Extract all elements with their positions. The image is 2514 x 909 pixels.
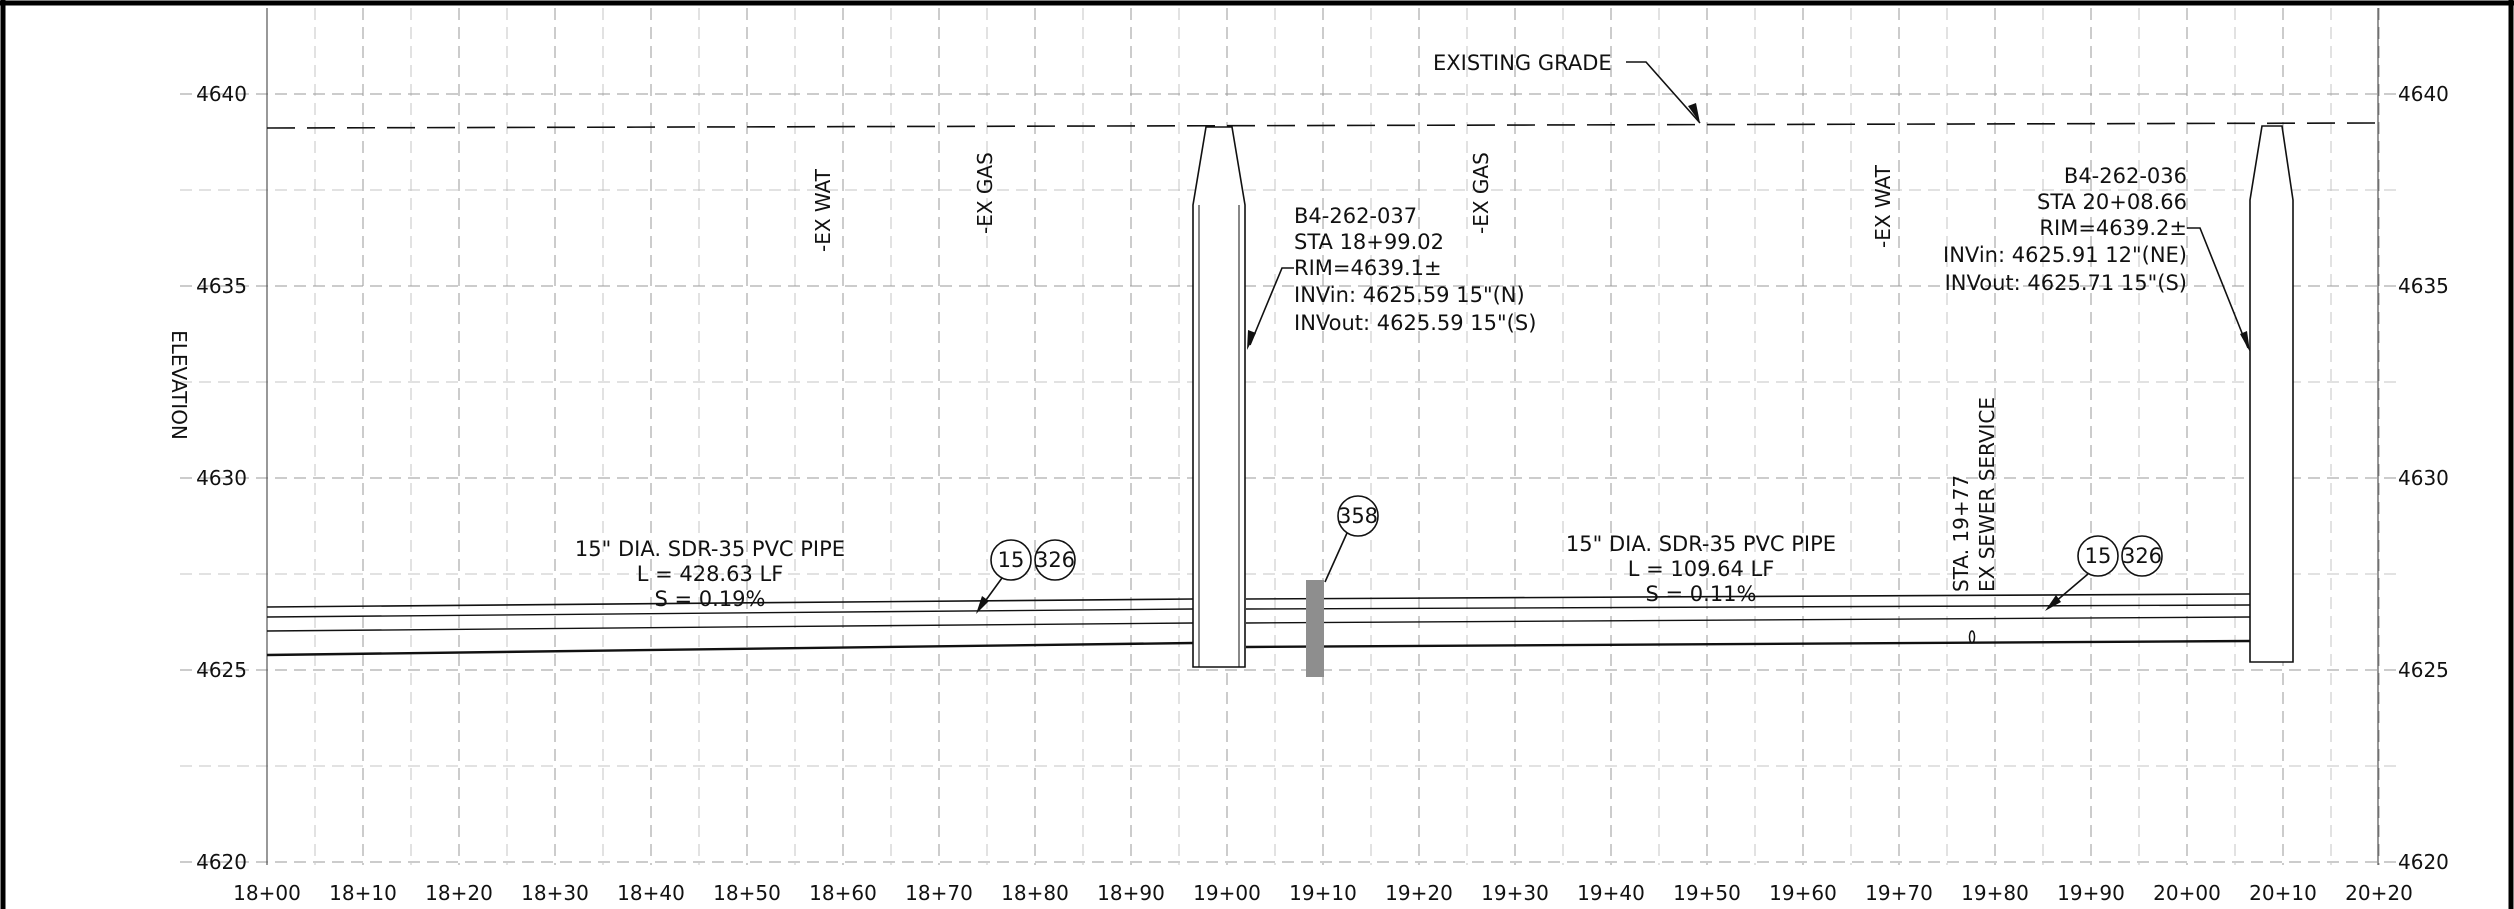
elevation-label-right: 4640 (2398, 82, 2449, 106)
mh1-inv-in: INVin: 4625.59 15"(N) (1294, 283, 1525, 307)
ex-gas-label-1: -EX GAS (973, 152, 997, 234)
mh2-inv-in: INVin: 4625.91 12"(NE) (1943, 243, 2187, 267)
station-label: 18+10 (329, 881, 397, 905)
elevation-labels-right: 4620 4625 4630 4635 4640 (2398, 82, 2449, 874)
pipe-2-slope: S = 0.11% (1646, 582, 1757, 606)
grid (180, 8, 2400, 865)
station-label: 18+80 (1001, 881, 1069, 905)
station-label: 19+60 (1769, 881, 1837, 905)
station-label: 19+50 (1673, 881, 1741, 905)
mh1-id: B4-262-037 (1294, 204, 1417, 228)
keynote-pipe2-a: 15 (2085, 544, 2112, 568)
sewer-service-sta: STA. 19+77 (1949, 475, 1973, 592)
keynote-bubble-pipe2-a (2077, 535, 2119, 577)
manhole-2 (2249, 125, 2294, 663)
keynote-pipe2-arrow (2045, 595, 2061, 611)
station-label: 18+70 (905, 881, 973, 905)
sewer-service-marker (1968, 630, 1976, 644)
keynote-bubble-pipe1-a (990, 539, 1032, 581)
existing-grade-leader (1626, 61, 1701, 124)
elevation-label-right: 4635 (2398, 274, 2449, 298)
pipe-2-bottom-inner (1245, 616, 2251, 624)
keynote-bubble-crossing (1337, 495, 1379, 537)
station-label: 20+20 (2345, 881, 2413, 905)
keynote-crossing-leader (1324, 532, 1348, 583)
elevation-label-left: 4620 (196, 850, 247, 874)
mh2-arrow (2240, 331, 2250, 352)
station-label: 18+50 (713, 881, 781, 905)
station-label: 18+90 (1097, 881, 1165, 905)
elevation-label-left: 4640 (196, 82, 247, 106)
mh2-inv-out: INVout: 4625.71 15"(S) (1945, 271, 2187, 295)
mh1-arrow (1247, 330, 1256, 350)
station-label: 20+10 (2249, 881, 2317, 905)
manhole-1-inner (1198, 205, 1240, 667)
sewer-service-label: EX SEWER SERVICE (1975, 397, 1999, 592)
station-label: 18+40 (617, 881, 685, 905)
station-label: 20+00 (2153, 881, 2221, 905)
mh1-station: STA 18+99.02 (1294, 230, 1444, 254)
ex-water-label-2: -EX WAT (1871, 164, 1895, 248)
station-label: 19+80 (1961, 881, 2029, 905)
station-label: 18+20 (425, 881, 493, 905)
station-label: 18+30 (521, 881, 589, 905)
pipe-2-top-inner (1245, 604, 2251, 610)
existing-grade-label: EXISTING GRADE (1433, 51, 1612, 75)
pipe-1-top-inner (266, 608, 1194, 618)
keynote-crossing: 358 (1338, 504, 1378, 528)
existing-grade-arrow (1688, 103, 1700, 123)
utility-crossing-block (1306, 580, 1324, 677)
ex-gas-label-2: -EX GAS (1469, 152, 1493, 234)
elevation-label-right: 4630 (2398, 466, 2449, 490)
station-label: 19+20 (1385, 881, 1453, 905)
pipe-1-bottom-inner (266, 622, 1194, 632)
mh2-id: B4-262-036 (2064, 164, 2187, 188)
pipe-1-top-outer (266, 598, 1194, 608)
station-label: 19+10 (1289, 881, 1357, 905)
pipe-2-length: L = 109.64 LF (1628, 557, 1775, 581)
elevation-label-right: 4625 (2398, 658, 2449, 682)
mh1-rim: RIM=4639.1± (1294, 256, 1442, 280)
elevation-label-left: 4630 (196, 466, 247, 490)
pipe-2-bottom-outer (1245, 639, 2251, 649)
mh1-leader (1249, 267, 1294, 346)
elevation-label-right: 4620 (2398, 850, 2449, 874)
pipe-1-slope: S = 0.19% (655, 587, 766, 611)
pipe-2-description: 15" DIA. SDR-35 PVC PIPE (1566, 532, 1836, 556)
keynote-pipe2-b: 326 (2122, 544, 2162, 568)
keynote-bubble-pipe1-b (1034, 539, 1076, 581)
station-label: 19+70 (1865, 881, 1933, 905)
keynote-pipe1-b: 326 (1035, 548, 1075, 572)
mh1-inv-out: INVout: 4625.59 15"(S) (1294, 311, 1536, 335)
pipe-1-length: L = 428.63 LF (637, 562, 784, 586)
pipe-1-bottom-outer (266, 641, 1194, 657)
ex-water-label-1: -EX WAT (811, 168, 835, 252)
station-label: 19+30 (1481, 881, 1549, 905)
keynote-bubble-pipe2-b (2121, 535, 2163, 577)
manhole-1 (1192, 126, 1246, 668)
elevation-labels-left: 4620 4625 4630 4635 4640 (196, 82, 247, 874)
station-label: 19+00 (1193, 881, 1261, 905)
station-labels: 18+00 18+10 18+20 18+30 18+40 18+50 18+60 18+70… (233, 881, 2413, 905)
pipe-1-description: 15" DIA. SDR-35 PVC PIPE (575, 537, 845, 561)
keynote-pipe1-arrow (976, 596, 989, 614)
station-label: 18+00 (233, 881, 301, 905)
elevation-label-left: 4635 (196, 274, 247, 298)
station-label: 18+60 (809, 881, 877, 905)
mh2-station: STA 20+08.66 (2037, 190, 2187, 214)
pipe-2-top-outer (1245, 593, 2251, 600)
existing-grade-line (266, 122, 2379, 129)
station-label: 19+90 (2057, 881, 2125, 905)
keynote-pipe1-a: 15 (998, 548, 1025, 572)
mh2-rim: RIM=4639.2± (2039, 216, 2187, 240)
elevation-axis-label: ELEVATION (167, 330, 191, 440)
mh2-leader (2187, 227, 2249, 349)
station-label: 19+40 (1577, 881, 1645, 905)
elevation-label-left: 4625 (196, 658, 247, 682)
